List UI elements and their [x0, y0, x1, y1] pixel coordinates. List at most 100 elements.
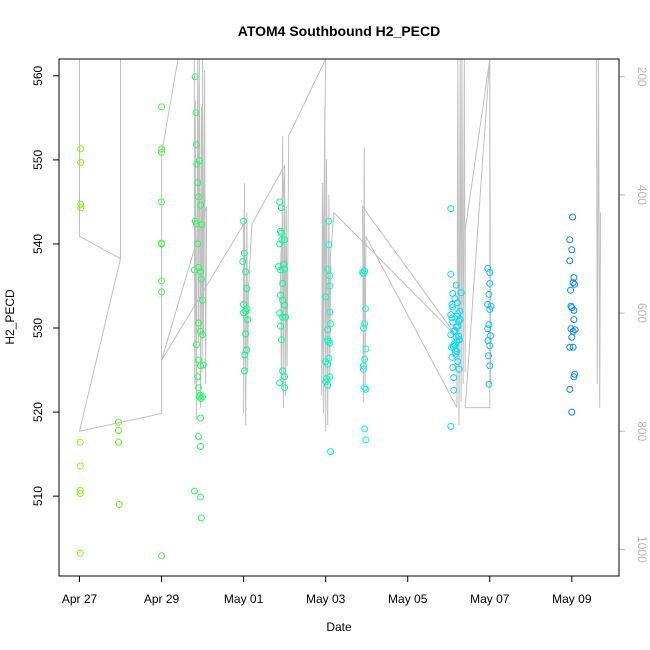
- scatter-point: [279, 367, 287, 375]
- right-tick-label: 200: [635, 67, 649, 87]
- x-tick-label: May 03: [306, 592, 346, 606]
- scatter-point: [325, 338, 332, 345]
- scatter-point: [197, 201, 204, 209]
- scatter-point: [566, 236, 574, 244]
- scatter-point: [240, 309, 248, 317]
- y-tick-label: 540: [31, 234, 45, 254]
- scatter-point: [569, 279, 577, 287]
- scatter-point: [76, 438, 84, 446]
- scatter-point: [451, 347, 459, 355]
- scatter-point: [241, 351, 249, 359]
- scatter-point: [447, 205, 455, 213]
- scatter-point: [158, 103, 166, 111]
- scatter-point: [570, 316, 578, 324]
- scatter-point: [323, 374, 330, 382]
- scatter-point: [197, 275, 205, 283]
- scatter-point: [197, 493, 204, 501]
- scatter-point: [194, 179, 202, 187]
- scatter-point: [158, 552, 166, 560]
- scatter-point: [190, 487, 198, 495]
- scatter-point: [115, 438, 122, 446]
- scatter-point: [199, 361, 207, 369]
- scatter-point: [485, 380, 493, 388]
- scatter-point: [326, 282, 334, 290]
- scatter-point: [192, 109, 200, 117]
- scatter-point: [485, 290, 493, 298]
- scatter-point: [76, 549, 84, 557]
- scatter-point: [197, 514, 205, 522]
- x-tick-label: May 07: [470, 592, 510, 606]
- scatter-point: [278, 236, 286, 244]
- scatter-point: [281, 373, 289, 381]
- scatter-point: [487, 302, 495, 310]
- scatter-point: [197, 395, 205, 403]
- scatter-point: [77, 204, 85, 212]
- scatter-point: [281, 301, 289, 309]
- scatter-point: [455, 336, 463, 344]
- scatter-point: [197, 362, 204, 370]
- scatter-point: [282, 313, 289, 321]
- scatter-point: [359, 324, 367, 332]
- scatter-point: [277, 322, 284, 330]
- scatter-point: [568, 408, 576, 416]
- scatter-point: [198, 221, 206, 229]
- scatter-point: [567, 286, 575, 294]
- scatter-point: [243, 305, 251, 313]
- scatter-point: [244, 316, 252, 324]
- scatter-point: [242, 268, 250, 276]
- scatter-point: [279, 313, 287, 321]
- scatter-point: [276, 240, 284, 248]
- scatter-point: [361, 320, 369, 328]
- scatter-point: [449, 343, 457, 350]
- scatter-point: [450, 374, 458, 382]
- secondary-series-layer: [78, 58, 601, 432]
- scatter-point: [276, 379, 284, 387]
- scatter-point: [571, 280, 579, 288]
- scatter-point: [566, 343, 574, 351]
- scatter-point: [115, 501, 123, 508]
- scatter-point: [456, 307, 464, 315]
- scatter-point: [359, 362, 367, 370]
- scatter-point: [569, 213, 577, 221]
- scatter-point: [194, 373, 202, 381]
- scatter-point: [568, 333, 576, 341]
- y-axis-label: H2_PECD: [3, 289, 17, 345]
- scatter-point: [447, 422, 455, 430]
- scatter-point: [570, 274, 578, 282]
- scatter-point: [195, 433, 202, 440]
- scatter-point: [359, 269, 367, 277]
- scatter-point: [192, 341, 200, 349]
- scatter-point: [194, 240, 202, 248]
- scatter-point: [195, 384, 202, 392]
- scatter-point: [76, 490, 84, 498]
- scatter-point: [277, 229, 285, 237]
- scatter-point: [280, 260, 288, 268]
- scatter-point: [76, 486, 84, 494]
- scatter-point: [243, 285, 251, 292]
- scatter-point: [448, 314, 456, 322]
- chart-title: ATOM4 Southbound H2_PECD: [238, 23, 440, 39]
- y-tick-label: 520: [31, 402, 45, 422]
- x-tick-label: May 05: [388, 592, 428, 606]
- x-tick-label: May 09: [552, 592, 592, 606]
- scatter-point: [192, 141, 200, 149]
- scatter-point: [361, 425, 369, 433]
- scatter-point: [566, 257, 574, 265]
- scatter-point: [240, 367, 248, 375]
- scatter-point: [192, 220, 200, 228]
- scatter-point: [484, 264, 492, 272]
- scatter-point: [322, 293, 330, 301]
- scatter-point: [485, 352, 492, 360]
- scatter-point: [199, 331, 207, 339]
- scatter-point: [361, 355, 369, 363]
- scatter-point: [115, 427, 122, 435]
- scatter-point: [158, 288, 166, 296]
- plot-frame: [58, 58, 620, 577]
- scatter-point: [570, 373, 578, 381]
- scatter-point: [277, 336, 285, 344]
- axes-layer: 510 520 530 540 550 560 200 400 600 800 1000 Apr 27…: [31, 65, 649, 606]
- right-tick-label: 400: [635, 185, 649, 205]
- scatter-point: [277, 204, 285, 212]
- secondary-series-line: [78, 58, 601, 432]
- x-axis-label: Date: [326, 620, 352, 634]
